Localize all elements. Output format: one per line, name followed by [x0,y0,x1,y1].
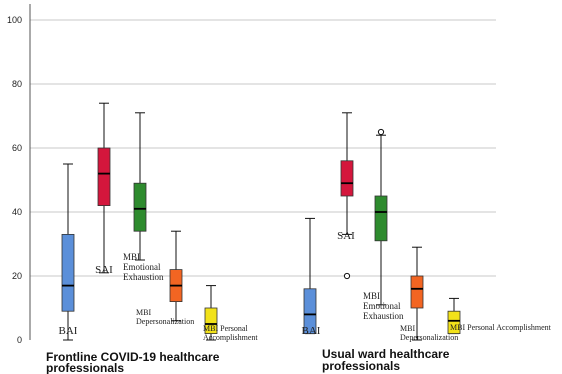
box-label: MBI Personal Accomplishment [450,323,552,332]
box-iqr [340,160,354,197]
box-iqr [97,147,111,206]
box-label-line: Accomplishment [203,333,258,342]
y-tick-label: 0 [17,335,22,345]
box-plot-0-1 [97,102,111,274]
box-plot-1-4 [447,297,461,335]
box-plot-1-3 [410,246,424,341]
box-iqr [133,182,147,232]
box-label-line: MBI [400,324,415,333]
group-label: Frontline COVID-19 healthcare professiona… [46,350,220,374]
box-label-line: BAI [302,325,321,337]
box-label-line: SAI [337,230,355,242]
box-label: SAI [95,264,113,276]
box-label-line: Exhaustion [363,311,404,321]
box-label-line: MBI Personal Accomplishment [450,323,552,332]
box-plot-1-0 [303,217,317,335]
box-label-line: MBI [363,291,380,301]
box-plot-0-2 [133,112,147,261]
box-plot-1-2 [374,128,388,306]
group-label: Usual ward healthcare professionals [322,347,450,373]
box-iqr [374,195,388,242]
box-label-line: SAI [95,264,113,276]
box-label-line: MBI [136,308,151,317]
box-iqr [447,310,461,335]
y-tick-label: 80 [12,79,22,89]
box-plot-1-1 [340,112,354,280]
box-label: BAI [302,325,321,337]
box-plot-0-4 [204,285,218,341]
group-label-line: professionals [322,359,400,373]
box-label-line: MBI [123,252,140,262]
box-label: MBI Emotional Exhaustion [363,291,404,321]
box-label-line: Exhaustion [123,272,164,282]
box-label: BAI [59,325,78,337]
box-iqr [303,288,317,334]
box-label: MBI Personal Accomplishment [203,324,258,342]
box-iqr [410,275,424,309]
box-plot-0-0 [61,163,75,341]
outlier-point [377,128,385,136]
box-iqr [204,307,218,335]
box-label: MBI Emotional Exhaustion [123,252,164,282]
box-label-line: Emotional [363,301,401,311]
y-tick-label: 100 [7,15,22,25]
box-label-line: Depersonalization [136,317,194,326]
group-label-line: Usual ward healthcare [322,347,450,361]
box-label-line: Depersonalization [400,333,458,342]
y-tick-label: 60 [12,143,22,153]
box-label: SAI [337,230,355,242]
box-label-line: MBI Personal [203,324,248,333]
box-iqr [61,233,75,312]
y-tick-label: 40 [12,207,22,217]
group-label-line: Frontline COVID-19 healthcare [46,350,220,364]
box-label: MBI Depersonalization [400,324,458,342]
box-label-line: BAI [59,325,78,337]
box-label: MBI Depersonalization [136,308,194,326]
group-label-line: professionals [46,361,124,374]
outlier-point [343,272,351,280]
box-label-line: Emotional [123,262,161,272]
y-tick-label: 20 [12,271,22,281]
box-plot-0-3 [169,230,183,322]
